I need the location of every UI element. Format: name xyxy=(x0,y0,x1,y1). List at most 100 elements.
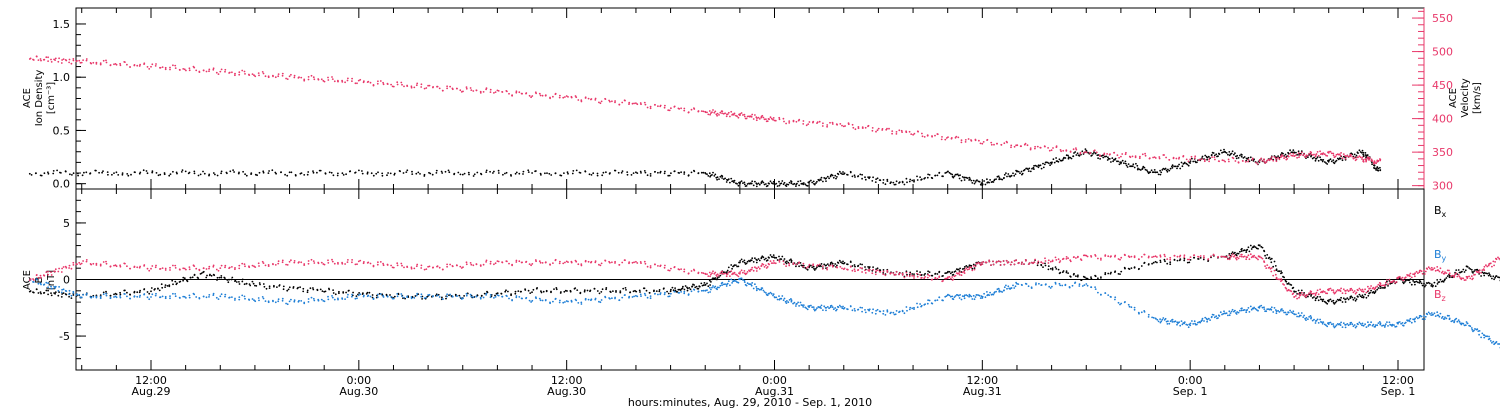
density-point xyxy=(752,184,755,187)
density-point xyxy=(440,170,443,173)
velocity-point xyxy=(129,66,131,68)
b-field-point-bx xyxy=(1250,248,1253,250)
b-field-point-bz xyxy=(1051,260,1054,263)
b-field-point-bx xyxy=(786,260,788,263)
b-field-point-bz xyxy=(1069,259,1072,262)
velocity-point xyxy=(1048,149,1051,152)
density-point xyxy=(712,171,714,174)
density-point xyxy=(1034,164,1037,167)
b-field-point-bz xyxy=(1166,258,1169,260)
b-field-point-bx xyxy=(1408,279,1410,282)
b-field-point-by xyxy=(815,308,817,311)
b-field-point-bx xyxy=(648,291,651,294)
b-field-point-by xyxy=(886,310,889,313)
density-point xyxy=(894,183,897,186)
velocity-point xyxy=(376,82,379,85)
b-field-point-bz xyxy=(1094,255,1097,257)
b-field-point-by xyxy=(628,296,630,299)
b-field-point-bz xyxy=(1329,287,1332,290)
b-field-point-bx xyxy=(826,263,829,265)
b-field-point-by xyxy=(590,298,593,301)
velocity-point xyxy=(262,72,265,75)
b-field-point-bz xyxy=(808,263,811,266)
b-field-point-by xyxy=(243,295,246,298)
b-field-point-bz xyxy=(436,265,439,268)
density-point xyxy=(735,182,737,185)
b-field-point-bz xyxy=(331,258,333,261)
b-field-point-bz xyxy=(139,265,142,268)
velocity-point xyxy=(241,69,244,72)
b-field-point-by xyxy=(998,289,1001,292)
b-field-point-bz xyxy=(882,273,885,276)
density-point xyxy=(220,170,223,173)
b-field-point-bz xyxy=(521,261,523,264)
b-field-point-bz xyxy=(963,268,966,271)
b-field-point-bx xyxy=(1376,288,1379,291)
b-field-point-bx xyxy=(949,272,952,275)
density-point xyxy=(1106,159,1109,161)
b-field-point-by xyxy=(1466,322,1469,325)
b-field-point-bz xyxy=(174,267,177,269)
b-field-point-bx xyxy=(1133,266,1136,269)
b-field-point-by xyxy=(614,297,616,300)
b-field-point-bx xyxy=(40,292,42,295)
density-point xyxy=(1204,154,1207,157)
b-field-point-bz xyxy=(693,269,696,272)
b-field-point-bz xyxy=(1220,255,1223,258)
b-field-point-bz xyxy=(654,263,656,266)
b-field-point-bz xyxy=(1308,292,1310,294)
density-point xyxy=(1181,165,1184,168)
density-point xyxy=(780,182,783,185)
b-field-point-by xyxy=(150,296,152,298)
b-field-point-bz xyxy=(923,277,926,280)
b-field-point-bx xyxy=(694,286,697,289)
density-point xyxy=(1219,149,1222,152)
b-field-point-bx xyxy=(1488,272,1490,274)
b-field-point-bz xyxy=(835,266,838,268)
density-point xyxy=(242,170,245,173)
b-field-point-bz xyxy=(403,266,405,269)
b-field-point-by xyxy=(823,305,826,308)
velocity-point xyxy=(307,76,310,78)
b-field-point-by xyxy=(85,292,88,295)
b-field-point-bx xyxy=(1356,295,1359,298)
b-field-point-bz xyxy=(971,269,974,272)
b-field-point-bz xyxy=(459,265,462,268)
b-field-point-by xyxy=(1356,322,1359,325)
b-field-point-by xyxy=(1151,316,1153,319)
b-field-point-by xyxy=(1481,332,1484,335)
velocity-point xyxy=(1361,156,1364,159)
velocity-point xyxy=(1341,157,1344,160)
b-field-point-by xyxy=(1240,309,1243,312)
b-field-point-bz xyxy=(1032,262,1034,265)
velocity-point xyxy=(50,58,52,61)
b-field-point-bz xyxy=(1235,257,1237,260)
b-field-point-by xyxy=(709,291,711,293)
b-field-point-bx xyxy=(282,285,285,288)
velocity-point xyxy=(1244,161,1247,163)
b-field-point-bx xyxy=(228,278,230,281)
density-point xyxy=(867,176,869,179)
b-field-point-bx xyxy=(1460,271,1463,273)
velocity-point xyxy=(1323,153,1326,156)
b-field-point-bz xyxy=(742,271,744,274)
density-point xyxy=(1242,157,1245,159)
density-point xyxy=(636,172,639,175)
density-point xyxy=(766,184,769,187)
density-point xyxy=(98,171,100,174)
b-field-point-by xyxy=(1430,312,1433,314)
b-field-point-bz xyxy=(1076,256,1079,259)
velocity-point xyxy=(479,92,482,94)
b-field-point-bx xyxy=(795,265,797,268)
b-field-point-by xyxy=(298,299,300,302)
velocity-point xyxy=(1224,160,1226,163)
velocity-point xyxy=(367,80,370,83)
b-field-point-bx xyxy=(371,294,374,296)
b-field-point-by xyxy=(115,296,118,299)
velocity-point xyxy=(1203,160,1206,163)
b-field-point-bz xyxy=(594,261,597,264)
density-point xyxy=(531,172,533,174)
b-field-point-by xyxy=(1438,315,1441,318)
velocity-point xyxy=(722,112,725,115)
